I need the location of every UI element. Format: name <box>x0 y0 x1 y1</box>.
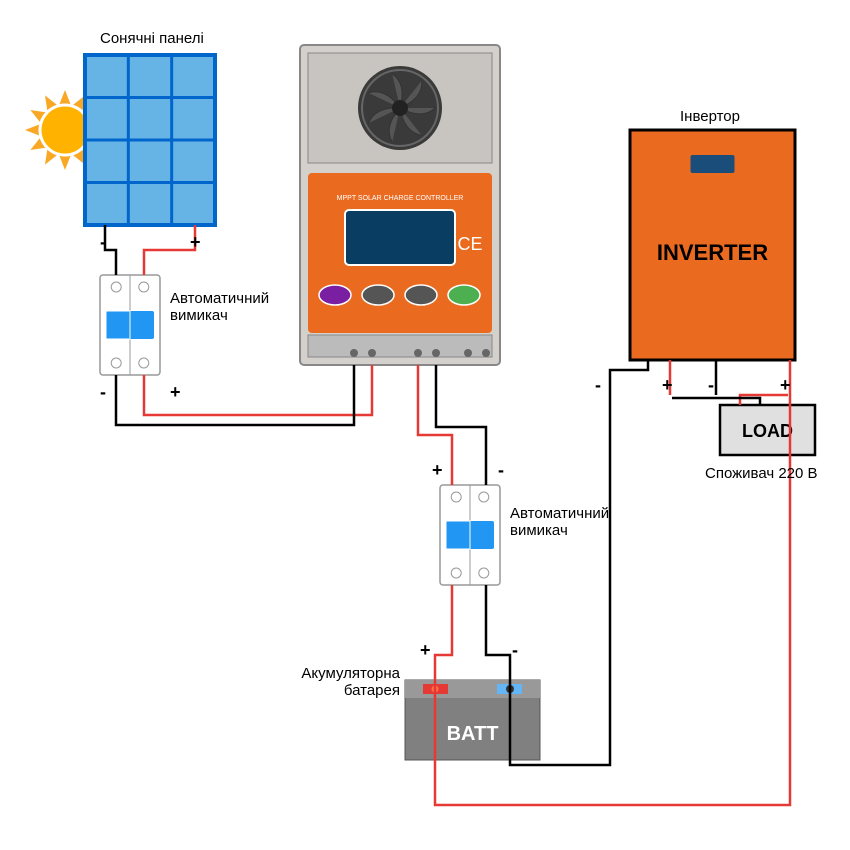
polarity-mark: - <box>100 382 106 403</box>
wiring-svg: MPPT SOLAR CHARGE CONTROLLER CE INVERTER LO… <box>0 0 850 850</box>
svg-text:MPPT SOLAR CHARGE CONTROLLER: MPPT SOLAR CHARGE CONTROLLER <box>337 195 464 202</box>
breaker1-label-line1: Автоматичнийвимикач <box>170 290 269 324</box>
polarity-mark: + <box>662 375 673 396</box>
svg-text:CE: CE <box>457 234 482 254</box>
svg-text:BATT: BATT <box>447 723 499 745</box>
solar-panels-label: Сонячні панелі <box>100 30 204 47</box>
polarity-mark: - <box>708 375 714 396</box>
polarity-mark: - <box>498 460 504 481</box>
battery-title: Акумуляторнабатарея <box>300 665 400 699</box>
polarity-mark: + <box>170 382 181 403</box>
polarity-mark: + <box>190 232 201 253</box>
inverter-title: Інвертор <box>680 108 740 125</box>
svg-text:LOAD: LOAD <box>742 421 793 441</box>
svg-text:INVERTER: INVERTER <box>657 240 768 265</box>
polarity-mark: - <box>100 232 106 253</box>
breaker2-label: Автоматичнийвимикач <box>510 505 609 539</box>
polarity-mark: + <box>780 375 791 396</box>
polarity-mark: + <box>420 640 431 661</box>
solar-system-diagram: { "labels": { "solar_panels": "Сонячні п… <box>0 0 850 850</box>
polarity-mark: - <box>512 640 518 661</box>
consumer-label: Споживач 220 В <box>705 465 818 482</box>
polarity-mark: + <box>432 460 443 481</box>
polarity-mark: - <box>595 375 601 396</box>
